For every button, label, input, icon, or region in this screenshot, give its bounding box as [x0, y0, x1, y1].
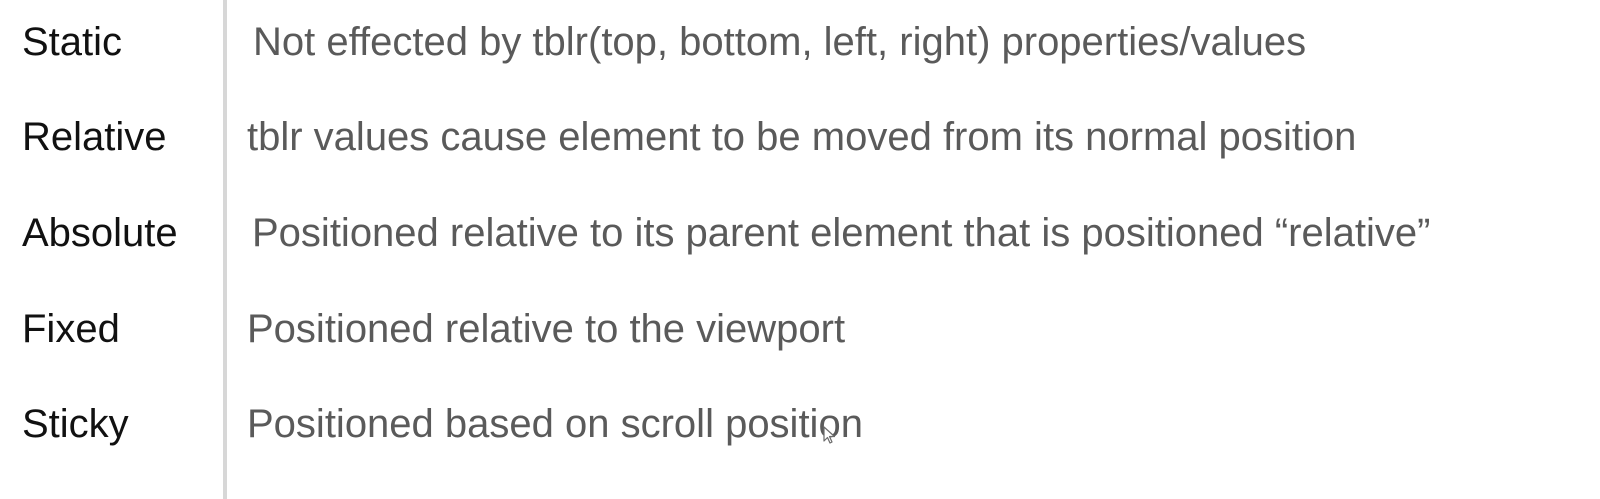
description-fixed: Positioned relative to the viewport [247, 307, 846, 351]
description-relative: tblr values cause element to be moved fr… [247, 115, 1357, 159]
description-static: Not effected by tblr(top, bottom, left, … [253, 20, 1307, 64]
term-fixed: Fixed [22, 307, 120, 351]
description-sticky: Positioned based on scroll position [247, 402, 863, 446]
term-static: Static [22, 20, 123, 64]
term-absolute: Absolute [22, 211, 178, 255]
column-divider [223, 0, 227, 499]
description-absolute: Positioned relative to its parent elemen… [252, 211, 1431, 255]
term-relative: Relative [22, 115, 167, 159]
term-sticky: Sticky [22, 402, 129, 446]
mouse-cursor-icon [823, 426, 836, 444]
